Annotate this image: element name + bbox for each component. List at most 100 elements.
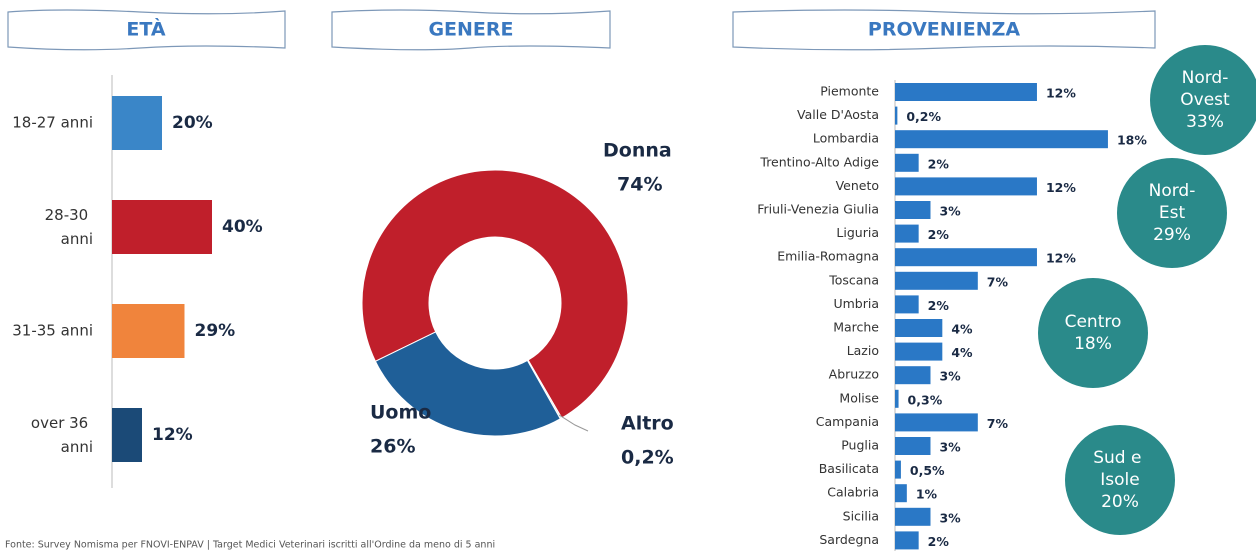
bar [895, 507, 931, 526]
bar [895, 224, 919, 243]
region-name: Nord-Est [1149, 181, 1196, 223]
bar [895, 271, 978, 290]
value-label: 2% [928, 227, 950, 242]
category-label: Lazio [847, 343, 879, 358]
value-label: 12% [1046, 180, 1076, 195]
category-label: Marche [833, 320, 879, 335]
value-label: 12% [1046, 86, 1076, 101]
category-label: Friuli-Venezia Giulia [757, 202, 879, 217]
region-value: 20% [1101, 492, 1139, 512]
value-label: 4% [951, 345, 973, 360]
category-label: 31-35 anni [12, 322, 93, 340]
bar [895, 460, 901, 479]
bar [112, 96, 162, 150]
bar [895, 342, 943, 361]
slice-value: 26% [370, 436, 415, 458]
bar [895, 366, 931, 385]
region-name: Sud e Isole [1093, 448, 1147, 490]
value-label: 1% [916, 487, 938, 502]
value-label: 18% [1117, 133, 1147, 148]
bar [895, 130, 1108, 149]
region-value: 18% [1074, 334, 1112, 354]
category-label: Molise [839, 390, 879, 405]
region-name: Centro [1065, 312, 1122, 332]
value-label: 0,2% [906, 109, 941, 124]
value-label: 12% [152, 425, 193, 445]
bar [112, 408, 142, 462]
value-label: 2% [928, 156, 950, 171]
value-label: 12% [1046, 251, 1076, 266]
category-label: Campania [816, 414, 879, 429]
region-circle [1150, 45, 1256, 155]
value-label: 3% [939, 204, 961, 219]
header-box [331, 9, 611, 51]
bar [895, 201, 931, 219]
bar [895, 83, 1037, 101]
category-label: Piemonte [820, 84, 879, 99]
chart-title: PROVENIENZA [868, 19, 1021, 41]
category-label: Emilia-Romagna [777, 249, 879, 264]
category-label: Lombardia [813, 131, 879, 146]
value-label: 2% [928, 534, 950, 549]
value-label: 7% [987, 416, 1009, 431]
region-circle [1065, 425, 1175, 535]
bar [895, 177, 1037, 196]
bar [895, 484, 907, 503]
category-label: 18-27 anni [12, 114, 93, 132]
bar [895, 248, 1037, 267]
category-label: Toscana [828, 272, 879, 287]
slice-value: 0,2% [621, 447, 674, 469]
slice-label: Donna [603, 140, 672, 162]
header-box [732, 9, 1156, 51]
category-label: Umbria [833, 296, 879, 311]
bar [895, 389, 899, 408]
category-label: Calabria [827, 485, 879, 500]
bar [895, 413, 978, 432]
category-label: 28-30 anni [45, 206, 93, 248]
value-label: 4% [951, 322, 973, 337]
value-label: 2% [928, 298, 950, 313]
bar [112, 200, 212, 254]
chart-title: GENERE [428, 19, 513, 41]
value-label: 29% [195, 321, 236, 341]
bar [895, 319, 943, 337]
value-label: 3% [939, 440, 961, 455]
category-label: Trentino-Alto Adige [759, 154, 879, 169]
value-label: 20% [172, 113, 213, 133]
value-label: 0,5% [910, 463, 945, 478]
category-label: Basilicata [819, 461, 879, 476]
slice-label: Uomo [370, 402, 431, 424]
value-label: 3% [939, 510, 961, 525]
bar [895, 153, 919, 172]
bar [895, 106, 898, 125]
chart-title: ETÀ [126, 18, 165, 41]
value-label: 0,3% [908, 392, 943, 407]
category-label: Sardegna [819, 532, 879, 547]
value-label: 40% [222, 217, 263, 237]
region-name: Nord-Ovest [1180, 68, 1230, 110]
category-label: Sicilia [843, 508, 879, 523]
leader-line [558, 414, 589, 432]
bar [895, 437, 931, 455]
region-value: 29% [1153, 225, 1191, 245]
category-label: Liguria [836, 225, 879, 240]
bar [895, 531, 919, 550]
category-label: Valle D'Aosta [797, 107, 879, 122]
region-value: 33% [1186, 112, 1224, 132]
bar [895, 295, 919, 314]
value-label: 3% [939, 369, 961, 384]
category-label: Abruzzo [829, 367, 879, 382]
bar [112, 304, 185, 358]
value-label: 7% [987, 274, 1009, 289]
donut-slice [374, 331, 561, 437]
source-note: Fonte: Survey Nomisma per FNOVI-ENPAV | … [5, 540, 495, 551]
category-label: Veneto [836, 178, 879, 193]
category-label: over 36 anni [31, 414, 93, 456]
donut-slice [361, 169, 629, 419]
slice-value: 74% [617, 174, 662, 196]
region-circle [1038, 278, 1148, 388]
category-label: Puglia [841, 438, 879, 453]
region-circle [1117, 158, 1227, 268]
slice-label: Altro [621, 413, 674, 435]
